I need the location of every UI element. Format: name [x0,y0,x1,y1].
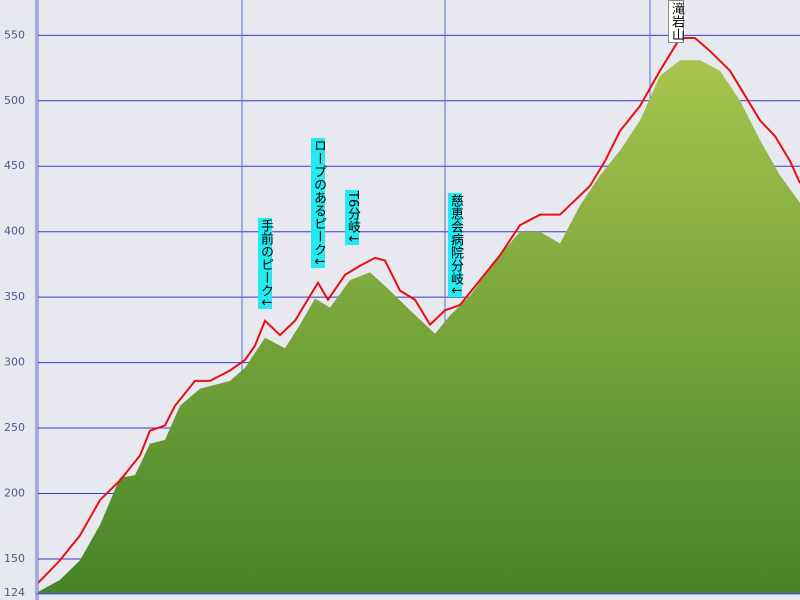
annotation: 手前のピーク↓ [258,218,273,309]
y-tick-label: 500 [4,94,25,107]
y-tick-label: 550 [4,28,25,41]
y-tick-label: 150 [4,552,25,565]
y-tick-label: 400 [4,225,25,238]
y-tick-label: 300 [4,356,25,369]
annotation: ロープのあるピーク↓ [311,138,326,268]
elevation-area [38,60,800,594]
annotation: 慈恵会病院分岐↓ [448,193,463,297]
annotation: 滝岩山 [668,0,684,43]
y-tick-label: 350 [4,290,25,303]
annotation: T6分岐↓ [345,190,360,246]
y-tick-label: 250 [4,421,25,434]
y-tick-label: 450 [4,159,25,172]
y-tick-label: 124 [4,586,25,599]
y-tick-label: 200 [4,487,25,500]
